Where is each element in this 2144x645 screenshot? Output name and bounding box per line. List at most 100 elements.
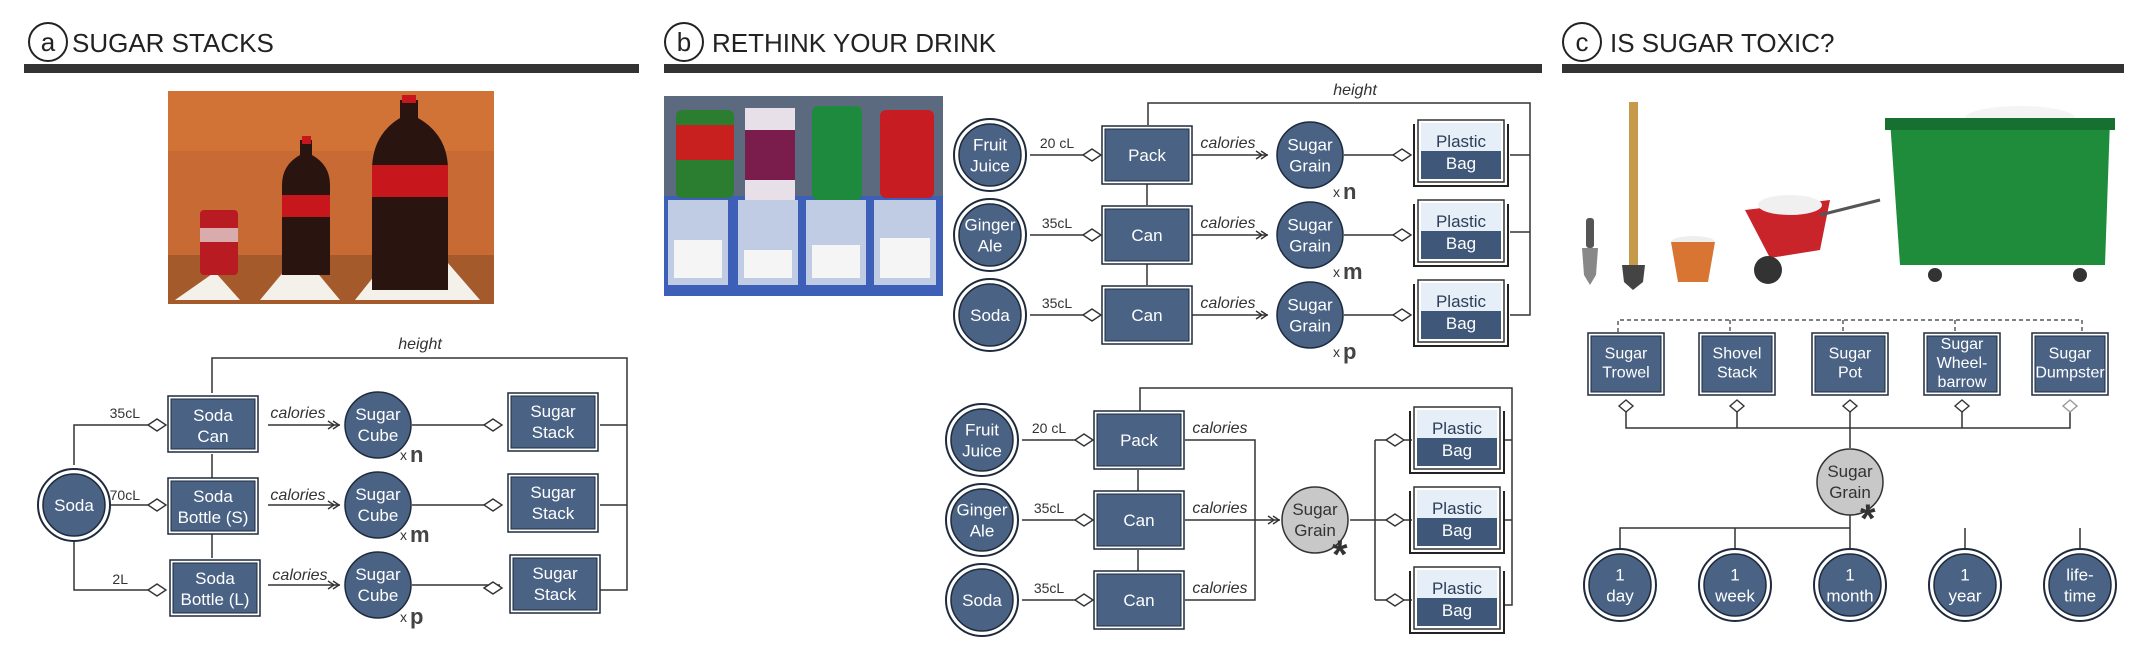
b-top-container <box>1104 128 1190 182</box>
c-item-box: Sugar Pot <box>1811 332 1889 396</box>
b-top-calories: calories <box>1200 135 1255 152</box>
b-bottom-calories: calories <box>1192 420 1247 437</box>
panel-a-title: SUGAR STACKS <box>72 28 274 58</box>
a-row2-result-line1: Sugar <box>530 483 576 502</box>
c-item-line1: Sugar <box>1829 346 1872 363</box>
b-bottom-row: Soda 35cL Can calories <box>945 563 1412 637</box>
b-top-bag-line2: Bag <box>1446 154 1476 173</box>
a-row1-container: Soda Can <box>167 395 259 453</box>
diamond-connector <box>1073 593 1095 607</box>
c-time-node: 1 year <box>1928 548 2002 622</box>
b-bottom-row: Ginger Ale 35cL Can calories <box>945 483 1412 557</box>
c-item-line2: Stack <box>1717 365 1758 382</box>
a-row2-volume: 70cL <box>110 487 141 503</box>
c-item-line1: Shovel <box>1713 346 1762 363</box>
diamond-connector <box>1073 513 1095 527</box>
c-unit-line1: Sugar <box>1827 462 1873 481</box>
panel-c-header: c IS SUGAR TOXIC? <box>1562 22 2124 73</box>
b-top-source <box>958 283 1022 347</box>
b-bottom-unit: Sugar Grain * <box>1281 486 1349 577</box>
c-time-line1: 1 <box>1960 566 1969 585</box>
a-height-label: height <box>398 336 442 353</box>
b-bottom-container-label: Can <box>1123 591 1154 610</box>
panel-c-title: IS SUGAR TOXIC? <box>1610 28 1834 58</box>
a-row2-container-line1: Soda <box>193 487 233 506</box>
c-item-box: Sugar Wheel-barrow <box>1923 332 2001 396</box>
diamond-connector <box>1073 433 1095 447</box>
c-unit: Sugar Grain * <box>1816 448 1884 541</box>
b-top-bag: Plastic Bag <box>1413 279 1509 347</box>
b-bottom-container-label: Pack <box>1120 431 1158 450</box>
a-row2-mult: m <box>410 522 430 547</box>
b-bottom-bag-line2: Bag <box>1442 521 1472 540</box>
panel-b-rule <box>664 64 1542 73</box>
c-time-line1: life- <box>2066 566 2093 585</box>
b-bottom-bag-line2: Bag <box>1442 601 1472 620</box>
b-bottom-source-line1: Soda <box>962 591 1002 610</box>
a-row1-container-line1: Soda <box>193 406 233 425</box>
diamond-connector <box>1384 593 1406 607</box>
c-time-node: 1 day <box>1583 548 1657 622</box>
b-bottom-star: * <box>1332 533 1348 577</box>
diagram-b-bottom: Sugar Grain * <box>1137 387 1513 606</box>
a-row1-calories: calories <box>270 405 325 422</box>
a-row1-container-line2: Can <box>197 427 228 446</box>
diamond-connector <box>1081 308 1103 322</box>
b-bottom-bag: Plastic Bag <box>1409 406 1505 474</box>
diamond-connector <box>1391 308 1413 322</box>
b-top-bag-line2: Bag <box>1446 314 1476 333</box>
toxic-items-illustration <box>1582 102 2115 290</box>
b-bottom-container <box>1096 573 1182 627</box>
a-row1-result: Sugar Stack <box>507 392 599 452</box>
b-top-unit-line1: Sugar <box>1287 136 1333 155</box>
panel-a-letter: a <box>41 27 56 57</box>
c-time-line1: 1 <box>1615 566 1624 585</box>
b-bottom-bag: Plastic Bag <box>1409 486 1505 554</box>
b-bottom-bag-line2: Bag <box>1442 441 1472 460</box>
diamond-connector <box>1384 433 1406 447</box>
a-row1-result-line1: Sugar <box>530 402 576 421</box>
b-height-label: height <box>1333 82 1377 99</box>
a-row3-container-line1: Soda <box>195 569 235 588</box>
b-top-source <box>958 203 1022 267</box>
a-row2-unit-line1: Sugar <box>355 485 401 504</box>
b-top-container <box>1104 208 1190 262</box>
a-row1-unit-line1: Sugar <box>355 405 401 424</box>
b-bottom-bag-line1: Plastic <box>1432 499 1483 518</box>
panel-b-header: b RETHINK YOUR DRINK <box>664 22 1542 73</box>
panel-a-rule <box>24 64 639 73</box>
b-top-source-line1: Soda <box>970 306 1010 325</box>
b-top-bag-line1: Plastic <box>1436 132 1487 151</box>
b-top-volume: 35cL <box>1042 295 1073 311</box>
panel-a-header: a SUGAR STACKS <box>24 22 639 73</box>
a-source-label: Soda <box>54 496 94 515</box>
b-top-calories: calories <box>1200 295 1255 312</box>
shovel-icon <box>1622 102 1645 290</box>
b-top-container-label: Can <box>1131 306 1162 325</box>
panel-b-title: RETHINK YOUR DRINK <box>712 28 997 58</box>
diamond-connector <box>1391 148 1413 162</box>
b-bottom-container <box>1096 493 1182 547</box>
b-bottom-unit-line2: Grain <box>1294 521 1336 540</box>
c-unit-line2: Grain <box>1829 483 1871 502</box>
wheelbarrow-icon <box>1745 195 1881 284</box>
c-item-line2: Dumpster <box>2035 365 2105 382</box>
b-top-mult-prefix: x <box>1333 264 1340 280</box>
a-row3-result-line1: Sugar <box>532 564 578 583</box>
diamond-connector <box>1391 228 1413 242</box>
c-time-line1: 1 <box>1845 566 1854 585</box>
b-bottom-bag-line1: Plastic <box>1432 419 1483 438</box>
b-top-calories: calories <box>1200 215 1255 232</box>
c-time-line2: day <box>1606 587 1634 606</box>
a-row3-result-line2: Stack <box>534 585 577 604</box>
b-top-source <box>958 123 1022 187</box>
c-time-line2: week <box>1714 587 1755 606</box>
diamond-connector <box>1081 228 1103 242</box>
b-bottom-bag-line1: Plastic <box>1432 579 1483 598</box>
c-item-line1: Sugar <box>2049 346 2092 363</box>
b-top-source-line2: Ale <box>978 237 1003 256</box>
b-bottom-volume: 20 cL <box>1032 420 1066 436</box>
a-row2-mult-prefix: x <box>400 527 407 543</box>
